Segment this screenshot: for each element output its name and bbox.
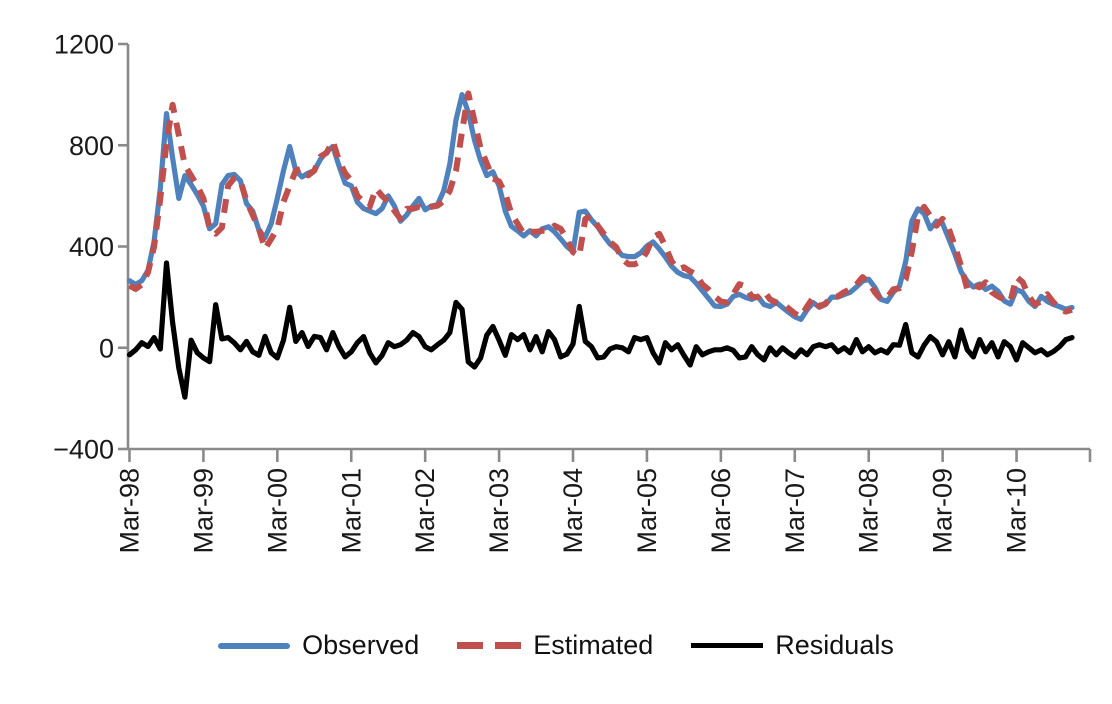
x-axis-ticks: Mar-98 Mar-99 Mar-00 Mar-01 Mar-02 Mar-03 Mar-… bbox=[115, 449, 1092, 554]
estimated-line-sample bbox=[457, 642, 522, 649]
y-tick-label: 800 bbox=[69, 131, 114, 161]
estimated-line bbox=[128, 90, 1073, 320]
legend-label-residuals: Residuals bbox=[775, 630, 894, 660]
y-axis-ticks: 1200 800 400 0 −400 bbox=[53, 30, 128, 465]
data-series bbox=[126, 90, 1075, 400]
x-tick-label: Mar-08 bbox=[854, 468, 884, 554]
legend: Observed Estimated Residuals bbox=[0, 630, 1112, 661]
residuals-line-sample bbox=[691, 643, 764, 648]
observed-line-sample bbox=[218, 642, 291, 649]
observed-line bbox=[126, 91, 1075, 322]
x-tick-label: Mar-06 bbox=[706, 468, 736, 554]
x-tick-label: Mar-00 bbox=[262, 468, 292, 554]
residuals-line bbox=[126, 260, 1075, 400]
x-tick-label: Mar-01 bbox=[336, 468, 366, 554]
legend-item-estimated: Estimated bbox=[457, 630, 653, 661]
x-tick-label: Mar-04 bbox=[558, 468, 588, 554]
y-tick-label: −400 bbox=[53, 435, 114, 465]
x-tick-label: Mar-02 bbox=[410, 468, 440, 554]
x-tick-label: Mar-07 bbox=[780, 468, 810, 554]
y-tick-label: 400 bbox=[69, 232, 114, 262]
x-tick-label: Mar-09 bbox=[928, 468, 958, 554]
x-tick-label: Mar-98 bbox=[115, 468, 145, 554]
x-tick-label: Mar-10 bbox=[1002, 468, 1032, 554]
x-tick-label: Mar-99 bbox=[188, 468, 218, 554]
y-tick-label: 1200 bbox=[54, 30, 114, 60]
legend-label-observed: Observed bbox=[302, 630, 420, 660]
legend-item-observed: Observed bbox=[218, 630, 419, 661]
x-tick-label: Mar-03 bbox=[484, 468, 514, 554]
y-tick-label: 0 bbox=[99, 333, 114, 363]
x-tick-label: Mar-05 bbox=[632, 468, 662, 554]
legend-item-residuals: Residuals bbox=[691, 630, 894, 661]
legend-label-estimated: Estimated bbox=[533, 630, 654, 660]
